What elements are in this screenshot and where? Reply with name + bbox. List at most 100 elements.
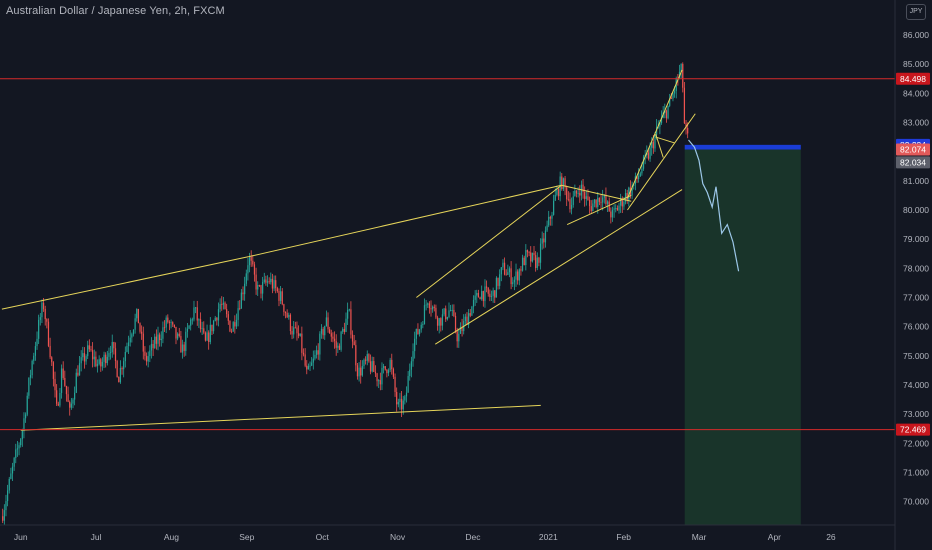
candle-body xyxy=(673,90,676,94)
candle-body xyxy=(201,328,203,330)
candle-body xyxy=(237,308,239,320)
candle-body xyxy=(392,369,395,377)
candle-body xyxy=(265,279,267,283)
candle-body xyxy=(206,332,208,341)
candle-body xyxy=(253,264,256,275)
candle-body xyxy=(299,333,301,336)
entry-band[interactable] xyxy=(684,144,801,150)
time-tick-label: Apr xyxy=(768,532,781,542)
candle-body xyxy=(136,308,138,319)
candle-body xyxy=(306,365,308,370)
candle-body xyxy=(165,317,167,328)
candle-body xyxy=(219,304,221,310)
candle-body xyxy=(358,367,360,377)
candle-body xyxy=(454,315,457,332)
candle-body xyxy=(544,230,547,243)
candle-body xyxy=(381,367,383,385)
candle-body xyxy=(466,316,468,325)
trendline[interactable] xyxy=(627,113,696,211)
candle-body xyxy=(613,208,615,210)
candle-body xyxy=(229,320,231,332)
candle-body xyxy=(302,352,305,355)
candle-body xyxy=(605,195,607,205)
time-tick-label: Dec xyxy=(465,532,481,542)
trendline[interactable] xyxy=(416,184,562,298)
candle-body xyxy=(365,359,367,361)
candle-body xyxy=(494,290,496,298)
candle-body xyxy=(28,377,30,396)
price-axis[interactable] xyxy=(895,0,932,550)
candle-body xyxy=(239,308,241,310)
trendline[interactable] xyxy=(561,184,632,202)
trendline[interactable] xyxy=(434,189,683,345)
candle-body xyxy=(88,345,90,350)
candle-body xyxy=(432,306,434,310)
candle-body xyxy=(312,358,314,363)
candle-body xyxy=(476,292,478,296)
trendline[interactable] xyxy=(655,136,675,144)
candle-body xyxy=(93,356,95,360)
candle-body xyxy=(631,185,633,196)
price-tick-label: 72.000 xyxy=(903,438,929,448)
candle-body xyxy=(451,309,453,311)
candle-body xyxy=(443,308,445,315)
candle-body xyxy=(90,349,92,351)
trendline[interactable] xyxy=(248,184,562,258)
candle-body xyxy=(82,353,84,358)
price-tick-label: 75.000 xyxy=(903,351,929,361)
candle-body xyxy=(314,354,316,359)
candle-body xyxy=(611,209,614,218)
candle-body xyxy=(193,307,195,320)
candle-body xyxy=(185,331,187,351)
candle-body xyxy=(502,262,504,268)
candle-body xyxy=(371,361,373,372)
time-axis[interactable] xyxy=(0,525,932,550)
candle-body xyxy=(461,326,463,332)
candle-body xyxy=(585,196,587,199)
candle-body xyxy=(212,320,215,332)
trendline[interactable] xyxy=(20,404,541,431)
candle-body xyxy=(562,178,565,190)
candle-body xyxy=(217,309,220,321)
candle-body xyxy=(317,350,319,355)
candle-body xyxy=(373,361,375,372)
candle-body xyxy=(654,134,656,149)
candle-body xyxy=(38,319,40,339)
candle-body xyxy=(433,306,435,308)
candle-body xyxy=(244,283,246,295)
candle-body xyxy=(5,501,7,511)
candle-body xyxy=(515,271,517,280)
candle-body xyxy=(268,281,270,283)
candle-body xyxy=(230,331,233,333)
candle-body xyxy=(116,360,118,377)
price-tick-label: 73.000 xyxy=(903,409,929,419)
candle-body xyxy=(127,342,130,347)
candle-body xyxy=(227,314,229,321)
candle-body xyxy=(610,211,612,218)
candle-body xyxy=(489,293,491,297)
candle-body xyxy=(472,299,475,307)
currency-badge[interactable]: JPY xyxy=(906,4,926,20)
candle-body xyxy=(75,372,77,393)
candle-body xyxy=(417,328,419,335)
trendline[interactable] xyxy=(655,134,664,158)
price-tick-label: 76.000 xyxy=(903,322,929,332)
level-tag-label: 84.498 xyxy=(900,74,926,84)
trendline[interactable] xyxy=(626,69,683,199)
target-zone[interactable] xyxy=(684,149,801,525)
candle-body xyxy=(337,345,339,348)
trendline[interactable] xyxy=(1,256,249,310)
trendline[interactable] xyxy=(566,194,632,226)
price-tick-label: 74.000 xyxy=(903,380,929,390)
candle-body xyxy=(368,354,370,362)
candle-body xyxy=(294,327,296,329)
candle-body xyxy=(319,333,321,355)
candle-body xyxy=(567,199,569,200)
candle-body xyxy=(255,274,257,290)
candle-body xyxy=(42,302,45,309)
candle-body xyxy=(262,282,264,294)
candle-body xyxy=(199,319,202,330)
trendline-layer xyxy=(1,69,696,431)
